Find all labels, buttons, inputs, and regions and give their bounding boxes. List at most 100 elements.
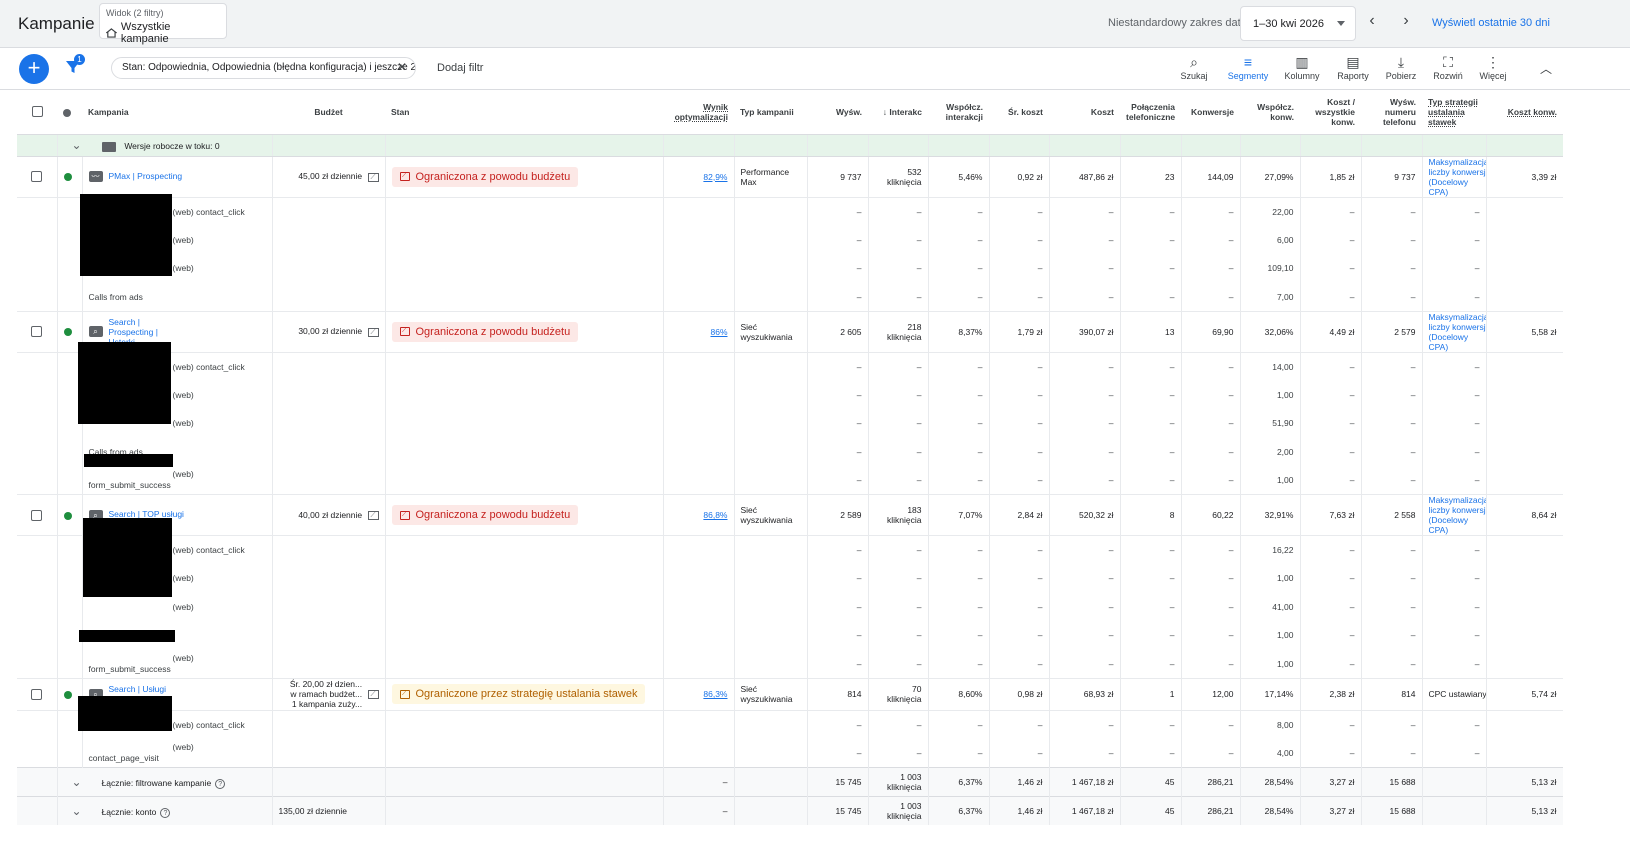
budget-chart-icon[interactable]: ⟋ — [367, 689, 379, 699]
phone-impressions: 2 579 — [1361, 310, 1423, 353]
enabled-status-dot[interactable] — [63, 511, 72, 520]
campaign-budget[interactable]: 45,00 zł dziennie ⟋ — [272, 155, 386, 198]
empty-metric: – — [989, 409, 1050, 438]
segments-tool-button[interactable]: ≡ Segmenty — [1223, 53, 1273, 81]
empty-metric: – — [807, 535, 869, 564]
bid-strategy[interactable]: Maksymalizacja liczby konwersji (Docelowy … — [1422, 155, 1487, 198]
budget-chart-icon[interactable]: ⟋ — [367, 172, 379, 182]
date-range-select[interactable]: 1–30 kwi 2026 — [1240, 6, 1356, 41]
col-optimization[interactable]: Wynik optymalizacji — [663, 90, 734, 135]
header-row: Kampania Budżet Stan Wynik optymalizacji … — [17, 90, 1563, 135]
bid-strategy[interactable]: Maksymalizacja liczby konwersji (Docelowy … — [1422, 494, 1487, 536]
campaign-status[interactable]: ⟋ Ograniczone przez strategię ustalania s… — [385, 677, 664, 711]
segment-conversions: 4,00 — [1240, 738, 1301, 767]
col-avg-cost[interactable]: Śr. koszt — [989, 90, 1049, 135]
empty-metric: – — [1300, 621, 1362, 650]
chevron-down-icon[interactable]: ⌄ — [71, 803, 82, 818]
conversions: 60,22 — [1181, 494, 1241, 536]
col-phone-impressions[interactable]: Wyśw. numeru telefonu — [1361, 90, 1422, 135]
total-filtered-row[interactable]: ⌄ Łącznie: filtrowane kampanie? – 15 745 … — [17, 766, 1563, 796]
top-header: Kampanie Widok (2 filtry) Wszystkie kamp… — [0, 0, 1630, 48]
col-status[interactable]: Stan — [385, 90, 663, 135]
campaign-status[interactable]: ⟋ Ograniczona z powodu budżetu — [385, 155, 664, 198]
select-all-checkbox[interactable] — [31, 106, 43, 118]
empty-metric: – — [1422, 710, 1487, 739]
enabled-status-dot[interactable] — [63, 328, 72, 337]
conversion-segment-row: (web) form_submit_success – – – – – – – 1,00 –… — [17, 649, 1563, 678]
campaign-status[interactable]: ⟋ Ograniczona z powodu budżetu — [385, 310, 664, 353]
phone-calls: 8 — [1120, 494, 1182, 536]
col-cost-per-conv[interactable]: Koszt konw. — [1486, 90, 1563, 135]
empty-metric: – — [1422, 380, 1487, 409]
total-account-row[interactable]: ⌄ Łącznie: konto? 135,00 zł dziennie – 15… — [17, 795, 1563, 825]
col-conversions[interactable]: Konwersje — [1181, 90, 1240, 135]
campaign-name[interactable]: 〰 PMax | Prospecting — [82, 155, 273, 198]
more-tool-button[interactable]: ⋮ Więcej — [1468, 53, 1518, 81]
empty-metric: – — [1361, 649, 1423, 678]
empty-metric: – — [868, 352, 929, 381]
chevron-left-icon[interactable]: ‹ — [1369, 12, 1375, 29]
conversions: 12,00 — [1181, 677, 1241, 711]
chevron-down-icon[interactable]: ⌄ — [71, 774, 82, 789]
empty-metric: – — [1422, 564, 1487, 593]
enabled-status-dot[interactable] — [63, 690, 72, 699]
optimization-score[interactable]: 82,9% — [663, 155, 735, 198]
search-tool-button[interactable]: ⌕ Szukaj — [1169, 53, 1219, 81]
empty-metric: – — [1181, 592, 1241, 621]
campaign-row[interactable]: 〰 PMax | Prospecting 45,00 zł dziennie ⟋ … — [17, 155, 1563, 198]
row-checkbox[interactable] — [31, 688, 43, 700]
campaign-row[interactable]: ⌕Search |Prospecting |Usterki 30,00 zł d… — [17, 310, 1563, 353]
campaign-row[interactable]: ⌕ Search | TOP usługi 40,00 zł dziennie ⟋… — [17, 494, 1563, 536]
total-phone-impressions: 15 688 — [1361, 795, 1423, 825]
campaign-row[interactable]: ⌕Search | UsługiLakiernicze Śr. 20,00 zł… — [17, 677, 1563, 711]
chevron-right-icon[interactable]: › — [1403, 12, 1409, 29]
view-selector[interactable]: Widok (2 filtry) Wszystkie kampanie — [99, 3, 227, 45]
help-icon[interactable]: ? — [215, 778, 226, 789]
campaign-name[interactable]: ⌕Search |Prospecting |Usterki — [82, 310, 273, 353]
download-tool-button[interactable]: ⤓ Pobierz — [1376, 53, 1426, 81]
budget-chart-icon[interactable]: ⟋ — [367, 327, 379, 337]
help-icon[interactable]: ? — [160, 807, 171, 818]
optimization-score[interactable]: 86% — [663, 310, 735, 353]
filter-chip[interactable]: Stan: Odpowiednia, Odpowiednia (błędna k… — [111, 57, 416, 79]
close-icon[interactable]: ✕ — [396, 60, 407, 74]
col-interactions[interactable]: ↓ Interakc — [868, 90, 928, 135]
col-conv-rate[interactable]: Współcz. konw. — [1240, 90, 1300, 135]
optimization-score[interactable]: 86,8% — [663, 494, 735, 536]
col-bid-strategy[interactable]: Typ strategii ustalania stawek — [1422, 90, 1486, 135]
col-phone-calls[interactable]: Połączenia telefoniczne — [1120, 90, 1181, 135]
optimization-score[interactable]: 86,3% — [663, 677, 735, 711]
enabled-status-dot[interactable] — [63, 173, 72, 182]
show-last-30-days-link[interactable]: Wyświetl ostatnie 30 dni — [1432, 17, 1550, 29]
row-checkbox[interactable] — [31, 509, 43, 521]
campaign-budget[interactable]: 30,00 zł dziennie ⟋ — [272, 310, 386, 353]
chevron-down-icon[interactable]: ⌄ — [71, 138, 82, 152]
col-interaction-rate[interactable]: Współcz. interakcji — [928, 90, 989, 135]
col-cost[interactable]: Koszt — [1049, 90, 1120, 135]
bid-strategy[interactable]: Maksymalizacja liczby konwersji (Docelowy … — [1422, 310, 1487, 353]
campaign-status[interactable]: ⟋ Ograniczona z powodu budżetu — [385, 494, 664, 536]
campaign-budget[interactable]: 40,00 zł dziennie ⟋ — [272, 494, 386, 536]
drafts-row[interactable]: ⌄ Wersje robocze w toku: 0 — [17, 134, 1563, 157]
total-avg-cost: 1,46 zł — [989, 766, 1050, 796]
add-button[interactable]: + — [19, 54, 49, 84]
fullscreen-icon: ⛶ — [1443, 54, 1453, 70]
campaign-budget[interactable]: Śr. 20,00 zł dzien... w ramach budżet... 1… — [272, 677, 386, 711]
reports-tool-button[interactable]: ▤ Raporty — [1328, 53, 1378, 81]
chevron-up-icon[interactable]: ︿ — [1540, 62, 1553, 76]
add-filter-button[interactable]: Dodaj filtr — [437, 62, 484, 74]
col-campaign[interactable]: Kampania — [82, 90, 272, 135]
conv-rate: 32,06% — [1240, 310, 1301, 353]
expand-tool-button[interactable]: ⛶ Rozwiń — [1423, 53, 1473, 81]
budget-chart-icon[interactable]: ⟋ — [367, 511, 379, 521]
col-cost-all-conv[interactable]: Koszt / wszystkie konw. — [1300, 90, 1361, 135]
empty-metric: – — [807, 197, 869, 226]
columns-tool-button[interactable]: ▥ Kolumny — [1277, 53, 1327, 81]
columns-icon: ▥ — [1295, 54, 1309, 70]
col-impressions[interactable]: Wyśw. — [807, 90, 868, 135]
row-checkbox[interactable] — [31, 171, 43, 183]
empty-metric: – — [1361, 409, 1423, 438]
row-checkbox[interactable] — [31, 326, 43, 338]
col-budget[interactable]: Budżet — [272, 90, 385, 135]
col-campaign-type[interactable]: Typ kampanii — [734, 90, 807, 135]
